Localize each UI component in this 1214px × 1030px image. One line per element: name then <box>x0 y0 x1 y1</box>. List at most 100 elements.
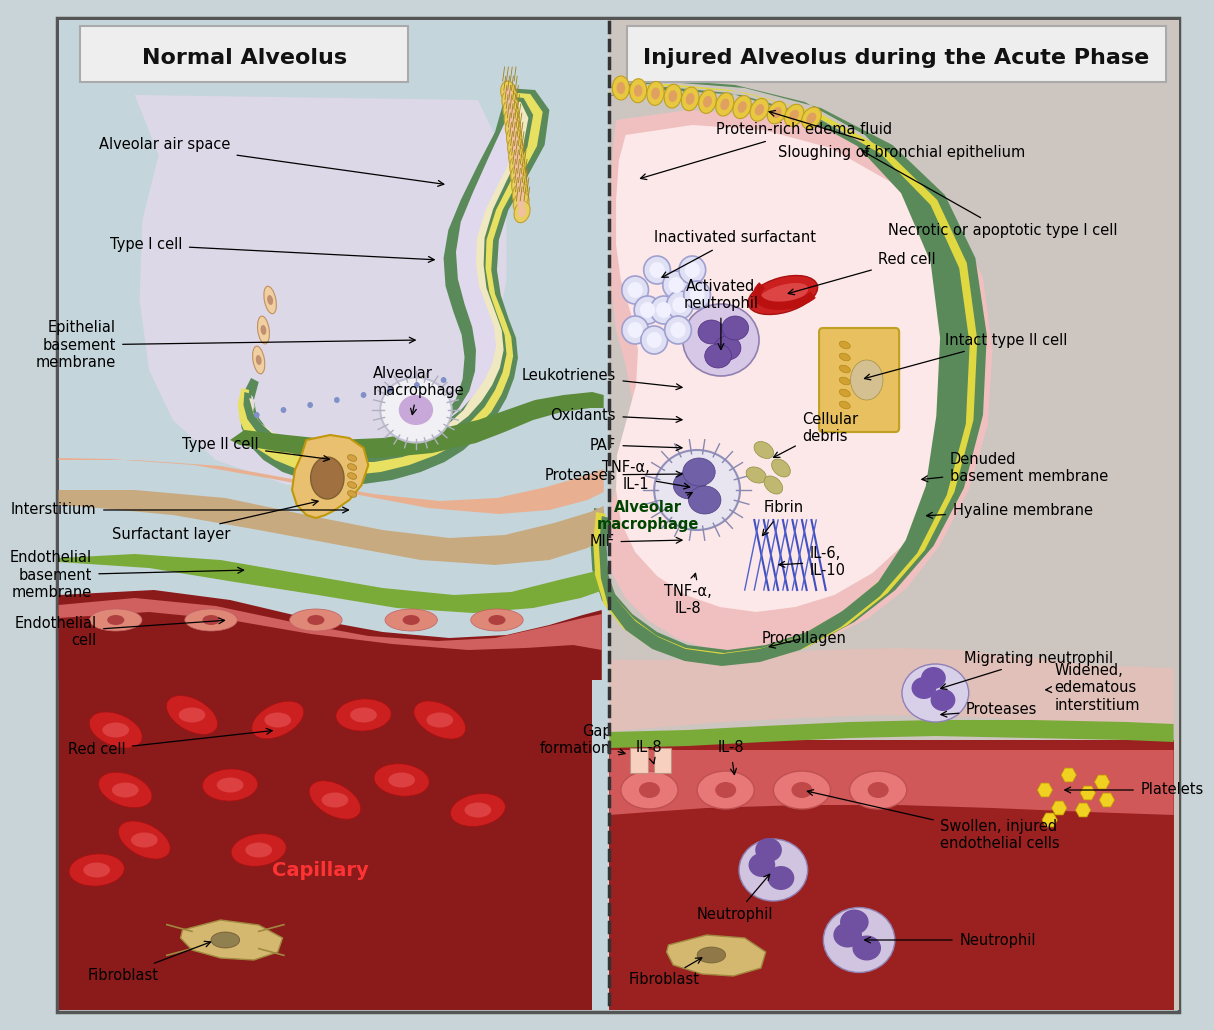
Circle shape <box>414 382 420 388</box>
Ellipse shape <box>511 173 527 195</box>
Circle shape <box>670 322 686 338</box>
Ellipse shape <box>630 78 647 103</box>
Circle shape <box>690 287 704 303</box>
Ellipse shape <box>720 99 730 110</box>
Circle shape <box>628 322 642 338</box>
FancyBboxPatch shape <box>57 18 1179 1012</box>
Text: Oxidants: Oxidants <box>551 408 682 422</box>
FancyBboxPatch shape <box>80 26 408 82</box>
FancyBboxPatch shape <box>630 748 647 772</box>
Text: Neutrophil: Neutrophil <box>697 874 773 923</box>
Ellipse shape <box>758 283 809 307</box>
Text: Procollagen: Procollagen <box>762 630 847 648</box>
Ellipse shape <box>806 112 816 124</box>
Polygon shape <box>58 680 592 1010</box>
Text: TNF-α,
IL-8: TNF-α, IL-8 <box>664 574 711 616</box>
Ellipse shape <box>517 198 526 208</box>
Polygon shape <box>1099 793 1114 806</box>
Ellipse shape <box>772 107 782 118</box>
Ellipse shape <box>471 609 523 631</box>
Circle shape <box>628 282 642 298</box>
Ellipse shape <box>654 450 741 530</box>
FancyBboxPatch shape <box>58 20 609 1010</box>
Ellipse shape <box>833 923 862 948</box>
Ellipse shape <box>703 96 711 107</box>
Text: Leukotrienes: Leukotrienes <box>522 368 682 389</box>
Text: Intact type II cell: Intact type II cell <box>864 333 1067 380</box>
Ellipse shape <box>715 782 736 798</box>
Polygon shape <box>58 590 602 680</box>
Ellipse shape <box>89 714 143 746</box>
Text: IL-8: IL-8 <box>636 741 663 763</box>
Ellipse shape <box>102 722 129 737</box>
Ellipse shape <box>839 353 850 360</box>
Ellipse shape <box>739 839 807 901</box>
Circle shape <box>679 256 705 284</box>
Text: Type II cell: Type II cell <box>182 438 329 461</box>
Text: Endothelial
basement
membrane: Endothelial basement membrane <box>10 550 244 599</box>
Ellipse shape <box>722 316 749 340</box>
Ellipse shape <box>612 76 629 100</box>
Ellipse shape <box>647 81 664 105</box>
Ellipse shape <box>500 81 516 103</box>
Ellipse shape <box>515 170 522 180</box>
Circle shape <box>663 271 690 299</box>
Polygon shape <box>293 435 368 518</box>
Ellipse shape <box>107 615 124 625</box>
Ellipse shape <box>697 771 754 809</box>
Text: Sloughing of bronchial epithelium: Sloughing of bronchial epithelium <box>770 110 1026 160</box>
Ellipse shape <box>651 88 660 100</box>
Text: IL-6,
IL-10: IL-6, IL-10 <box>779 546 845 578</box>
Ellipse shape <box>380 378 452 443</box>
Circle shape <box>641 327 668 354</box>
Ellipse shape <box>398 394 433 425</box>
Circle shape <box>307 402 313 408</box>
Ellipse shape <box>250 703 305 736</box>
Circle shape <box>647 332 662 348</box>
Ellipse shape <box>698 90 716 113</box>
Polygon shape <box>244 96 533 462</box>
Ellipse shape <box>322 792 348 808</box>
Polygon shape <box>594 84 977 665</box>
Ellipse shape <box>902 664 969 722</box>
Text: Alveolar
macrophage: Alveolar macrophage <box>373 366 465 414</box>
Circle shape <box>643 256 670 284</box>
Polygon shape <box>58 458 603 514</box>
Ellipse shape <box>682 458 715 486</box>
Polygon shape <box>58 554 603 613</box>
Polygon shape <box>1051 801 1067 815</box>
Text: Epithelial
basement
membrane: Epithelial basement membrane <box>35 320 415 370</box>
Ellipse shape <box>426 713 453 727</box>
Text: Hyaline membrane: Hyaline membrane <box>926 503 1093 518</box>
Circle shape <box>441 377 447 383</box>
Ellipse shape <box>347 490 357 497</box>
Ellipse shape <box>514 201 531 222</box>
Polygon shape <box>249 100 528 455</box>
Polygon shape <box>590 80 987 663</box>
Text: Surfactant layer: Surfactant layer <box>112 500 318 543</box>
Ellipse shape <box>767 866 794 890</box>
Polygon shape <box>58 490 603 565</box>
Polygon shape <box>181 920 283 960</box>
Ellipse shape <box>70 852 123 888</box>
Ellipse shape <box>931 689 955 711</box>
Text: Proteases: Proteases <box>545 468 682 482</box>
Ellipse shape <box>203 615 220 625</box>
Text: Normal Alveolus: Normal Alveolus <box>142 48 347 68</box>
Text: Red cell: Red cell <box>788 252 936 295</box>
Circle shape <box>387 387 393 393</box>
Text: Denuded
basement membrane: Denuded basement membrane <box>921 452 1108 484</box>
Ellipse shape <box>511 164 526 186</box>
Ellipse shape <box>714 336 741 360</box>
Ellipse shape <box>511 142 520 152</box>
Circle shape <box>634 296 660 324</box>
Ellipse shape <box>98 774 153 806</box>
Ellipse shape <box>686 93 694 105</box>
Ellipse shape <box>112 783 138 797</box>
Ellipse shape <box>748 275 818 314</box>
Ellipse shape <box>505 87 512 98</box>
Circle shape <box>666 291 693 319</box>
Ellipse shape <box>503 100 518 122</box>
Ellipse shape <box>850 771 907 809</box>
Polygon shape <box>58 598 602 650</box>
